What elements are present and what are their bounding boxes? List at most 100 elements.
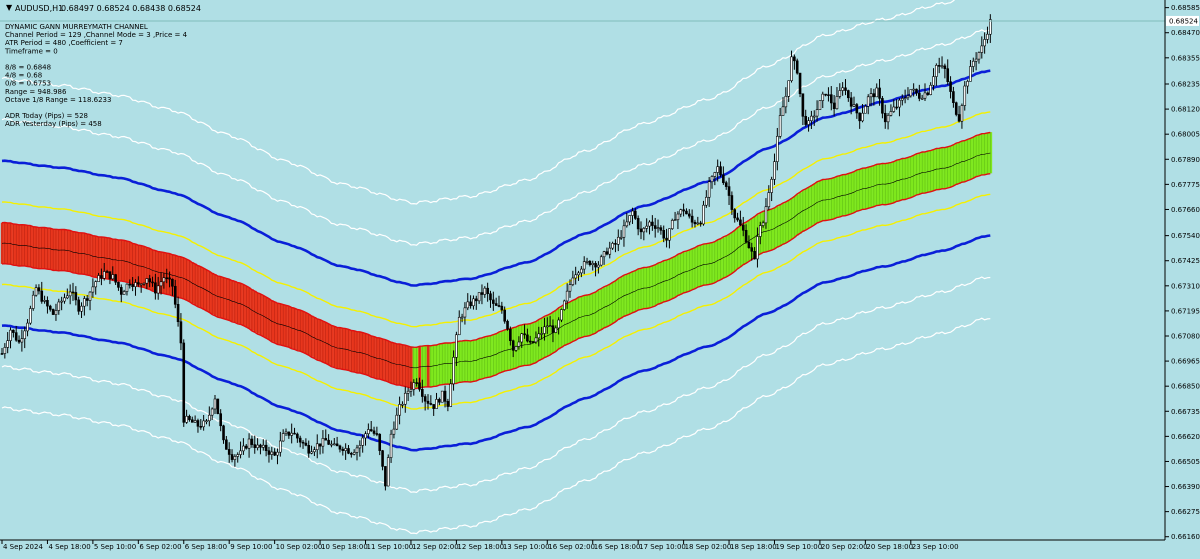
channel-fill-bar [372, 336, 376, 378]
candle-body [673, 219, 677, 222]
candle-body [511, 340, 515, 351]
candle-body [281, 433, 285, 442]
candle-body [43, 300, 46, 302]
channel-fill-bar [600, 288, 604, 330]
channel-fill-bar [157, 251, 161, 293]
candle-body [980, 45, 984, 53]
channel-fill-bar [313, 317, 317, 359]
candle-body [827, 94, 830, 96]
candle-body [918, 92, 921, 99]
candle-body [367, 429, 370, 435]
channel-fill-bar [171, 254, 175, 296]
candle-body [966, 81, 969, 87]
candle-body [9, 329, 12, 341]
channel-fill-bar [276, 302, 280, 345]
candle-body [247, 438, 251, 449]
candle-body [261, 444, 265, 448]
candle-body [719, 166, 722, 176]
channel-fill-bar [77, 232, 81, 274]
channel-fill-bar [838, 175, 842, 218]
candle-body [812, 115, 816, 118]
candle-body [54, 310, 58, 315]
header-arrow-icon[interactable]: ▼ [6, 3, 13, 12]
indicator-info-line: 8/8 = 0.6848 [5, 64, 51, 72]
candle-body [670, 220, 674, 230]
candle-body [543, 326, 546, 334]
candle-body [741, 224, 745, 231]
channel-fill-bar [409, 346, 413, 388]
candle-body [739, 219, 742, 226]
channel-fill-bar [781, 203, 785, 245]
candle-body [415, 382, 418, 384]
channel-fill-bar [898, 159, 902, 202]
candle-body [954, 102, 958, 115]
candle-body [460, 316, 464, 319]
candle-body [568, 284, 572, 292]
channel-fill-bar [423, 346, 427, 388]
channel-fill-bar [597, 290, 601, 332]
candle-body [114, 274, 117, 283]
price-tick-label: 0.67310 [1171, 282, 1200, 290]
candle-body [313, 449, 316, 453]
candle-body [747, 241, 751, 248]
candle-body [239, 450, 242, 455]
candle-body [875, 87, 879, 98]
price-tick-label: 0.66620 [1171, 433, 1200, 441]
candle-body [34, 287, 38, 296]
candle-body [750, 247, 754, 252]
indicator-info-line: 0/8 = 0.6753 [5, 80, 51, 88]
channel-lines [1, 0, 991, 535]
candle-body [242, 445, 245, 452]
candle-body [463, 307, 467, 318]
indicator-info-line: ADR Today (Pips) = 528 [5, 112, 88, 120]
time-tick-label: 6 Sep 02:00 [139, 543, 181, 551]
channel-fill-bar [676, 254, 680, 296]
channel-fill-bar [821, 179, 825, 222]
candle-body [125, 283, 129, 292]
candle-body [548, 325, 552, 328]
candle-body [560, 309, 563, 321]
channel-fill-bar [801, 190, 805, 232]
candle-body [327, 439, 330, 445]
candle-body [134, 282, 137, 287]
candle-body [190, 419, 194, 423]
candle-body [986, 33, 989, 40]
candle-body [724, 182, 728, 187]
candle-body [66, 295, 69, 299]
candle-body [60, 300, 63, 303]
candle-body [509, 328, 512, 342]
candle-body [40, 290, 44, 302]
candle-body [844, 87, 847, 91]
candle-body [304, 442, 308, 446]
candle-body [565, 290, 569, 302]
candle-body [608, 247, 612, 255]
candle-body [301, 441, 305, 444]
price-tick-label: 0.66735 [1171, 408, 1200, 416]
price-tick-label: 0.67775 [1171, 181, 1200, 189]
channel-fill-bar [815, 182, 819, 224]
candle-body [949, 81, 952, 92]
candle-body [364, 433, 367, 439]
channel-fill-bar [742, 223, 746, 266]
price-tick-label: 0.66505 [1171, 458, 1200, 466]
channel-fill-bar [293, 307, 297, 350]
candle-body [361, 437, 364, 446]
candle-body [628, 215, 631, 223]
candle-body [352, 452, 356, 455]
candle-body [480, 292, 484, 295]
candle-body [3, 347, 7, 354]
candle-body [580, 268, 583, 274]
candle-body [829, 94, 833, 104]
candle-body [23, 330, 27, 340]
time-tick-label: 9 Sep 10:00 [230, 543, 272, 551]
candle-body [369, 429, 373, 432]
candle-body [199, 426, 203, 428]
channel-fill-bar [250, 289, 254, 331]
candle-body [117, 281, 120, 288]
channel-fill-bar [955, 143, 959, 185]
candle-body [594, 263, 597, 268]
channel-fill-bar [463, 340, 467, 383]
candle-body [137, 282, 140, 285]
